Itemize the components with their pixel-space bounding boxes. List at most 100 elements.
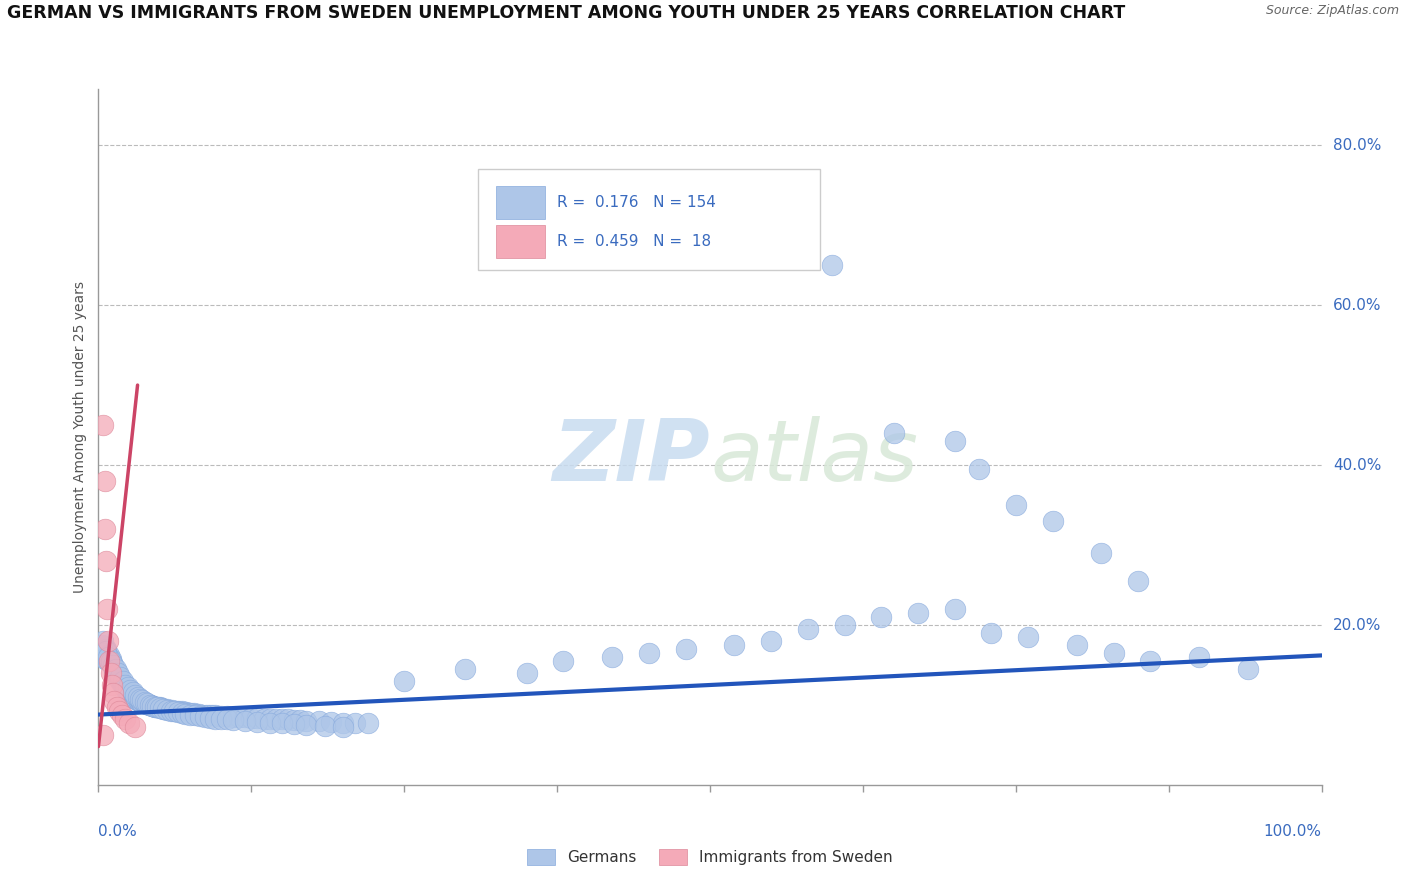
Point <box>264 712 287 726</box>
FancyBboxPatch shape <box>478 169 820 270</box>
Point <box>167 705 190 719</box>
Point <box>233 714 256 728</box>
Point <box>252 712 274 726</box>
Point <box>131 696 153 710</box>
Point <box>553 654 575 668</box>
Point <box>138 698 160 712</box>
Point <box>97 650 120 665</box>
Point <box>104 662 127 676</box>
Point <box>143 699 166 714</box>
Point <box>96 602 118 616</box>
Point <box>215 712 238 726</box>
Point <box>124 691 146 706</box>
Point <box>115 682 138 697</box>
Point <box>121 690 143 704</box>
Point <box>980 626 1002 640</box>
Point <box>1237 662 1260 676</box>
Text: 80.0%: 80.0% <box>1333 137 1381 153</box>
Point <box>319 714 342 729</box>
Point <box>96 650 118 665</box>
Point <box>600 650 623 665</box>
Point <box>127 690 149 704</box>
Point <box>295 718 318 732</box>
Point <box>124 720 146 734</box>
Point <box>356 716 378 731</box>
Bar <box>496 225 546 259</box>
Point <box>174 706 197 721</box>
Point <box>98 648 121 663</box>
Point <box>143 699 166 714</box>
Point <box>270 716 294 731</box>
Point <box>97 634 120 648</box>
Point <box>156 703 179 717</box>
Point <box>91 418 114 433</box>
Text: 0.0%: 0.0% <box>98 824 138 838</box>
Point <box>240 711 263 725</box>
Point <box>163 704 186 718</box>
Point <box>145 699 167 714</box>
Point <box>129 694 152 708</box>
Point <box>170 705 193 719</box>
Point <box>124 688 146 702</box>
Point <box>132 696 155 710</box>
Point <box>111 675 134 690</box>
Point <box>967 462 990 476</box>
Point <box>907 606 929 620</box>
Point <box>270 712 294 726</box>
Point <box>108 673 131 687</box>
Point <box>149 701 172 715</box>
Point <box>163 705 186 719</box>
Point <box>332 715 354 730</box>
Point <box>101 686 124 700</box>
Point <box>170 706 193 720</box>
Point <box>97 654 120 668</box>
Point <box>101 658 124 673</box>
Point <box>93 522 115 536</box>
Point <box>98 654 121 668</box>
Point <box>198 711 221 725</box>
Point <box>128 694 150 708</box>
Point <box>259 712 281 726</box>
Point <box>136 697 159 711</box>
Point <box>94 554 117 568</box>
Point <box>166 704 188 718</box>
Text: R =  0.459   N =  18: R = 0.459 N = 18 <box>557 234 711 249</box>
Point <box>943 434 966 448</box>
Point <box>117 681 139 695</box>
Point <box>105 699 128 714</box>
Point <box>141 698 163 713</box>
Point <box>295 714 318 728</box>
Point <box>675 642 697 657</box>
Point <box>150 701 173 715</box>
Bar <box>496 186 546 219</box>
Point <box>135 697 157 711</box>
Point <box>246 714 269 729</box>
Legend: Germans, Immigrants from Sweden: Germans, Immigrants from Sweden <box>522 843 898 871</box>
Point <box>108 705 131 719</box>
Point <box>197 708 219 723</box>
Point <box>118 686 141 700</box>
Text: GERMAN VS IMMIGRANTS FROM SWEDEN UNEMPLOYMENT AMONG YOUTH UNDER 25 YEARS CORRELA: GERMAN VS IMMIGRANTS FROM SWEDEN UNEMPLO… <box>7 4 1125 22</box>
Point <box>176 705 198 719</box>
Point <box>1004 498 1026 512</box>
Point <box>180 706 202 720</box>
Point <box>173 705 195 719</box>
Point <box>1188 650 1211 665</box>
Point <box>332 720 354 734</box>
Point <box>637 646 661 660</box>
Point <box>344 715 367 730</box>
Point <box>1128 574 1150 588</box>
Point <box>723 638 745 652</box>
Point <box>127 693 149 707</box>
Point <box>191 707 214 722</box>
Point <box>100 651 122 665</box>
Point <box>139 698 162 712</box>
Point <box>233 710 256 724</box>
Point <box>103 694 125 708</box>
Point <box>107 665 129 680</box>
Point <box>94 642 117 657</box>
Point <box>111 678 134 692</box>
Point <box>259 715 281 730</box>
Point <box>125 692 148 706</box>
Point <box>1066 638 1088 652</box>
